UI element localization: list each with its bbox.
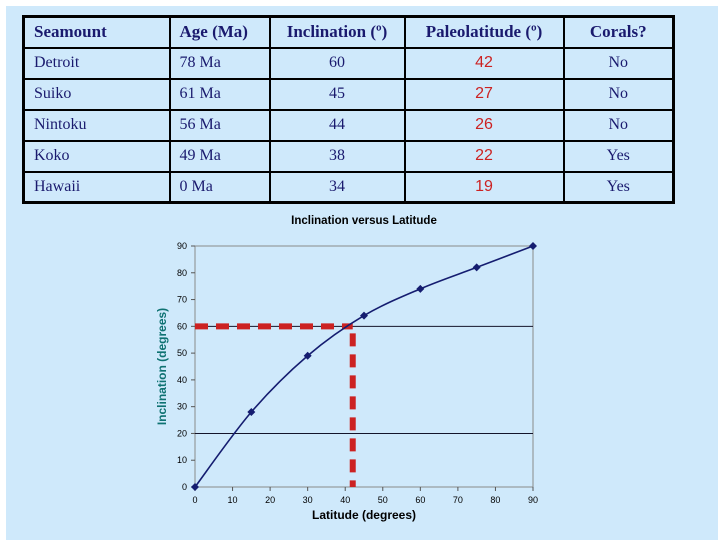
corals-cell: Yes (562, 170, 675, 204)
y-tick-label: 60 (177, 321, 187, 331)
y-tick-label: 0 (182, 482, 187, 492)
data-point-marker (303, 351, 312, 360)
inclination-cell: 60 (268, 46, 406, 80)
curve-line (194, 245, 534, 488)
y-tick-label: 20 (177, 428, 187, 438)
x-tick-label: 0 (192, 495, 197, 505)
corals-cell: No (562, 46, 675, 80)
table-header-row: Seamount Age (Ma) Inclination (º) Paleol… (22, 15, 675, 49)
x-axis-label: Latitude (degrees) (312, 508, 416, 522)
seamount-cell: Koko (22, 139, 171, 173)
paleolatitude-cell: 26 (403, 108, 565, 142)
table-row: Detroit 78 Ma 60 42 No (22, 46, 675, 80)
header-age: Age (Ma) (168, 15, 271, 49)
table-row: Hawaii 0 Ma 34 19 Yes (22, 170, 675, 204)
y-tick-label: 90 (177, 241, 187, 251)
inclination-latitude-chart: 0 10 20 30 40 50 60 70 80 90 0 10 20 30 40 50 60 70 80 90 In… (155, 215, 538, 522)
inclination-cell: 38 (268, 139, 406, 173)
seamount-cell: Detroit (22, 46, 171, 80)
data-point-marker (191, 483, 199, 491)
inclination-cell: 44 (268, 108, 406, 142)
y-axis-label: Inclination (degrees) (155, 308, 169, 425)
corals-cell: Yes (562, 139, 675, 173)
data-point-marker (416, 284, 425, 293)
y-tick-label: 80 (177, 268, 187, 278)
x-tick-label: 80 (490, 495, 500, 505)
paleolatitude-cell: 19 (403, 170, 565, 204)
seamount-cell: Suiko (22, 77, 171, 111)
inclination-cell: 34 (268, 170, 406, 204)
inclination-cell: 45 (268, 77, 406, 111)
chart-title: Inclination versus Latitude (291, 215, 437, 227)
x-tick-label: 20 (265, 495, 275, 505)
paleolatitude-cell: 42 (403, 46, 565, 80)
y-tick-label: 10 (177, 455, 187, 465)
corals-cell: No (562, 108, 675, 142)
data-point-marker (529, 242, 537, 250)
age-cell: 56 Ma (168, 108, 271, 142)
paleolatitude-cell: 22 (403, 139, 565, 173)
paleolatitude-cell: 27 (403, 77, 565, 111)
table-row: Koko 49 Ma 38 22 Yes (22, 139, 675, 173)
seamount-cell: Nintoku (22, 108, 171, 142)
x-tick-label: 60 (415, 495, 425, 505)
data-point-marker (360, 311, 368, 320)
seamount-cell: Hawaii (22, 170, 171, 204)
data-point-marker (472, 263, 481, 272)
age-cell: 78 Ma (168, 46, 271, 80)
header-inclination: Inclination (º) (268, 15, 406, 49)
table-row: Suiko 61 Ma 45 27 No (22, 77, 675, 111)
x-tick-label: 40 (340, 495, 350, 505)
seamount-table: Seamount Age (Ma) Inclination (º) Paleol… (22, 15, 675, 204)
x-tick-label: 50 (378, 495, 388, 505)
age-cell: 0 Ma (168, 170, 271, 204)
age-cell: 61 Ma (168, 77, 271, 111)
header-paleolatitude: Paleolatitude (º) (403, 15, 565, 49)
slide-background: Seamount Age (Ma) Inclination (º) Paleol… (6, 6, 718, 540)
y-tick-label: 30 (177, 402, 187, 412)
x-tick-label: 30 (303, 495, 313, 505)
x-tick-label: 70 (453, 495, 463, 505)
corals-cell: No (562, 77, 675, 111)
age-cell: 49 Ma (168, 139, 271, 173)
table-row: Nintoku 56 Ma 44 26 No (22, 108, 675, 142)
header-corals: Corals? (562, 15, 675, 49)
x-tick-label: 10 (228, 495, 238, 505)
header-seamount: Seamount (22, 15, 171, 49)
x-tick-label: 90 (528, 495, 538, 505)
y-tick-label: 50 (177, 348, 187, 358)
data-point-marker (247, 408, 256, 417)
y-tick-label: 70 (177, 295, 187, 305)
y-tick-label: 40 (177, 375, 187, 385)
